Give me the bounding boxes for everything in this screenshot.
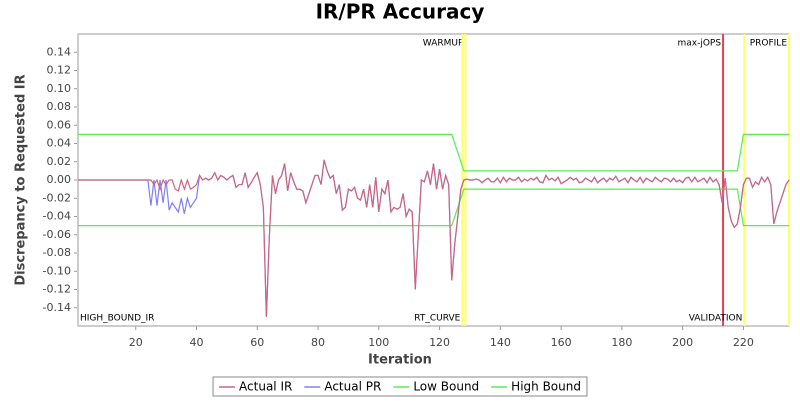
x-tick-label: 40 — [190, 336, 204, 349]
marker-label: PROFILE — [750, 39, 788, 49]
x-tick-label: 80 — [311, 336, 325, 349]
y-tick-label: -0.10 — [43, 264, 71, 277]
marker-label: HIGH_BOUND_IR — [80, 314, 154, 324]
y-tick-label: -0.12 — [43, 283, 71, 296]
x-tick-label: 20 — [129, 336, 143, 349]
x-tick-label: 100 — [368, 336, 389, 349]
x-tick-label: 180 — [611, 336, 632, 349]
series-line — [78, 159, 790, 317]
x-tick-label: 60 — [250, 336, 264, 349]
x-tick-label: 220 — [733, 336, 754, 349]
y-axis-label: Discrepancy to Requested IR — [14, 74, 29, 285]
legend-label: Actual PR — [324, 380, 381, 394]
y-tick-label: 0.04 — [47, 137, 72, 150]
x-tick-label: 200 — [672, 336, 693, 349]
y-tick-label: 0.00 — [47, 173, 72, 186]
x-axis-label: Iteration — [368, 353, 432, 368]
y-tick-label: -0.08 — [43, 246, 71, 259]
y-tick-label: -0.02 — [43, 191, 71, 204]
marker-label: WARMUP — [423, 39, 464, 49]
legend-label: Actual IR — [239, 380, 292, 394]
markers: HIGH_BOUND_IR WARMUP RT_CURVE max-jOPS VALID… — [77, 34, 790, 326]
y-tick-label: -0.04 — [43, 210, 71, 223]
legend: Actual IR Actual PR Low Bound High Bound — [212, 376, 588, 397]
y-tick-label: 0.02 — [47, 155, 72, 168]
legend-label: Low Bound — [413, 380, 479, 394]
x-tick-label: 140 — [490, 336, 511, 349]
legend-label: High Bound — [511, 380, 581, 394]
x-tick-label: 120 — [429, 336, 450, 349]
y-tick-label: -0.14 — [43, 301, 71, 314]
chart-title: IR/PR Accuracy — [316, 0, 485, 24]
marker-label: max-jOPS — [677, 39, 721, 49]
plot-area — [77, 33, 790, 327]
y-tick-label: 0.12 — [47, 64, 72, 77]
series-line — [78, 188, 789, 227]
marker-label: VALIDATION — [689, 314, 743, 324]
x-tick-label: 160 — [551, 336, 572, 349]
y-tick-label: 0.14 — [47, 45, 72, 58]
y-tick-label: 0.10 — [47, 82, 72, 95]
y-tick-label: 0.08 — [47, 100, 72, 113]
y-tick-label: 0.06 — [47, 118, 72, 131]
series-line — [78, 133, 789, 172]
marker-label: RT_CURVE — [414, 314, 460, 324]
y-tick-label: -0.06 — [43, 228, 71, 241]
